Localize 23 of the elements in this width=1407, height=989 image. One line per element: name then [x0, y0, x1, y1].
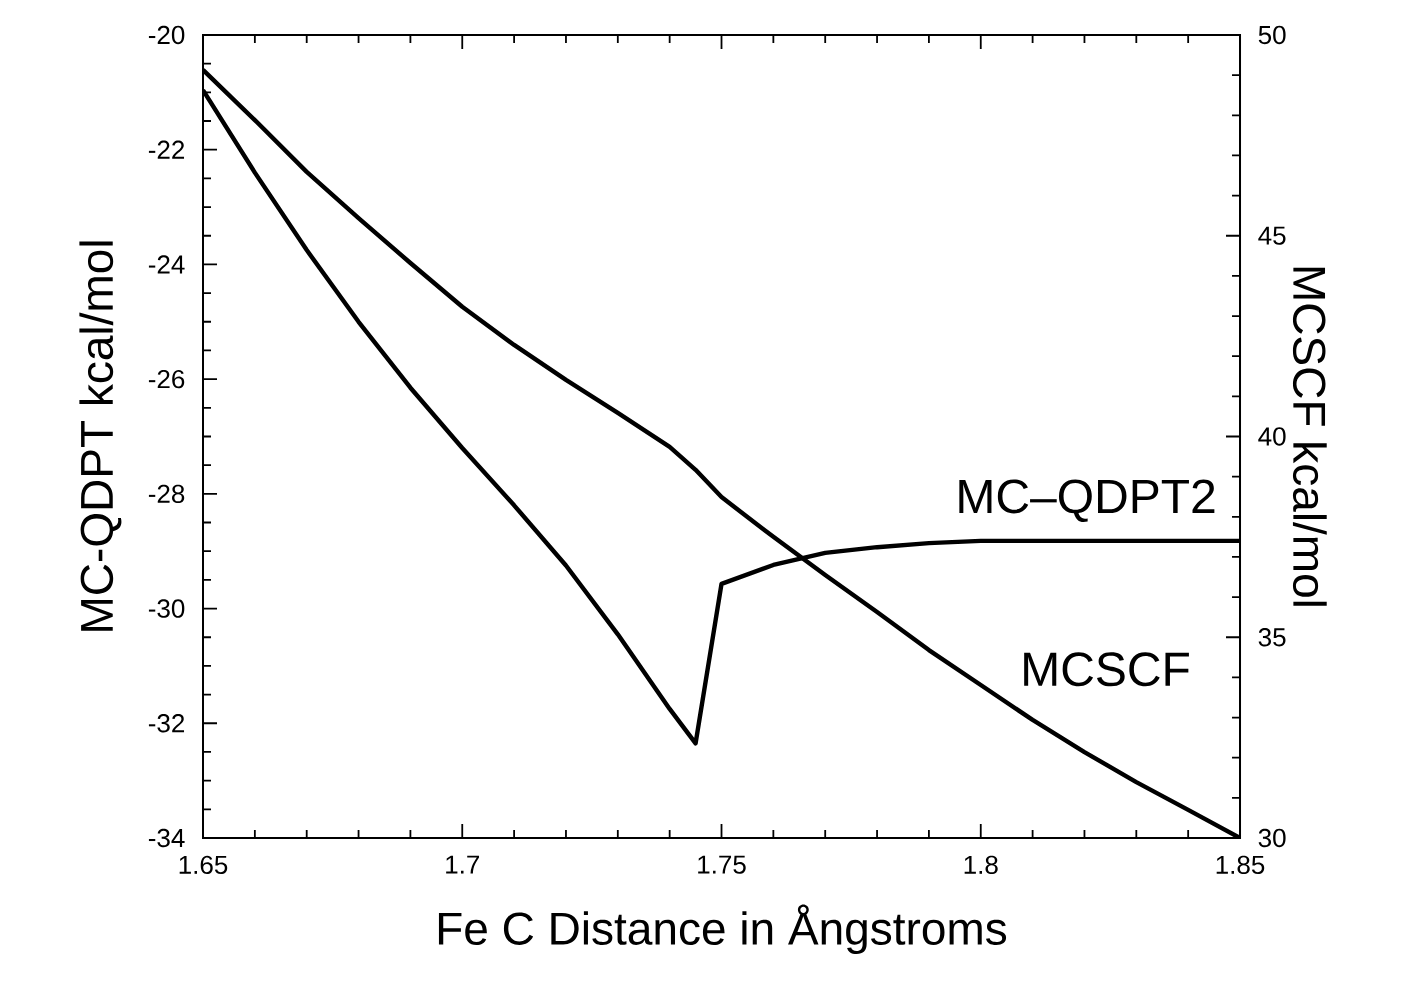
y-axis-title: MC-QDPT kcal/mol — [79, 241, 122, 631]
y2-axis-title: MCSCF kcal/mol — [1292, 267, 1327, 606]
y2-tick-label: 35 — [1258, 628, 1286, 647]
x-tick-label: 1.8 — [964, 855, 998, 875]
x-axis-title: Fe C Distance in Ångstroms — [438, 904, 1007, 955]
legend-label: MCSCF — [1024, 652, 1189, 687]
y-tick-label: -26 — [148, 369, 185, 389]
y2-tick-label: 45 — [1258, 226, 1286, 245]
y-tick-label: -32 — [148, 714, 185, 733]
y-tick-label: -34 — [148, 828, 185, 848]
y-tick-label: -28 — [148, 484, 185, 504]
y-tick-label: -22 — [148, 140, 185, 159]
x-tick-label: 1.7 — [446, 855, 480, 874]
legend-label: MC–QDPT2 — [959, 479, 1215, 523]
y2-tick-label: 40 — [1258, 427, 1286, 446]
x-tick-label: 1.65 — [179, 855, 228, 875]
x-tick-label: 1.75 — [698, 855, 746, 874]
y-tick-label: -24 — [148, 255, 185, 274]
x-tick-label: 1.85 — [1216, 855, 1265, 875]
y-tick-label: -20 — [148, 25, 185, 45]
y2-tick-label: 50 — [1258, 25, 1286, 45]
y-tick-label: -30 — [148, 599, 185, 618]
y2-tick-label: 30 — [1258, 828, 1286, 848]
